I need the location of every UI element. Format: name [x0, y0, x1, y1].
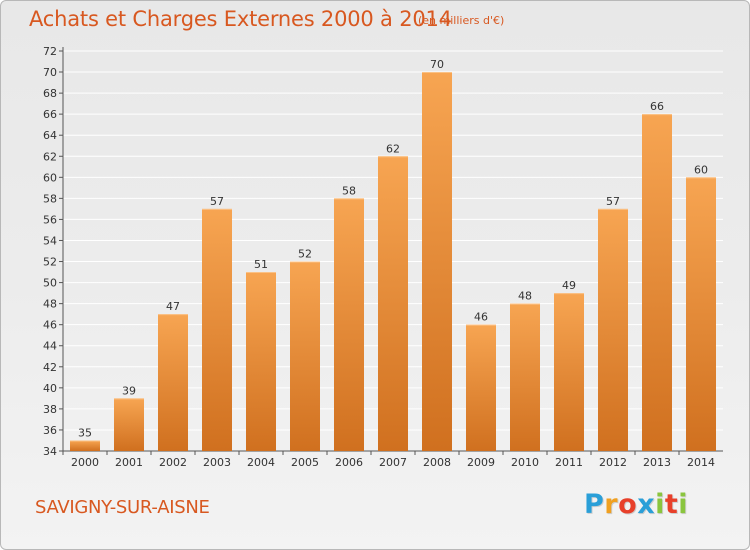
- bars: [70, 72, 716, 451]
- value-label: 39: [122, 384, 136, 397]
- commune-name: SAVIGNY-SUR-AISNE: [35, 497, 210, 518]
- x-tick-label: 2002: [159, 456, 187, 469]
- bar-2005: [290, 261, 320, 451]
- x-tick-labels: 2000 2001 2002 2003 2004 2005 2006 2007 2008 2009…: [71, 456, 715, 469]
- y-tick-label: 34: [43, 445, 57, 458]
- value-label: 70: [430, 58, 444, 71]
- x-tick-label: 2001: [115, 456, 143, 469]
- y-tick-label: 66: [43, 108, 57, 121]
- bar-2013: [642, 114, 672, 451]
- logo-letter: t: [664, 489, 679, 520]
- value-labels: 35 39 47 57 51 52 58 62 70 46 48 49 57 66 60: [78, 58, 708, 439]
- value-label: 47: [166, 300, 180, 313]
- y-tick-label: 58: [43, 192, 57, 205]
- y-tick-label: 70: [43, 66, 57, 79]
- y-tick-label: 68: [43, 87, 57, 100]
- value-label: 52: [298, 248, 312, 261]
- bar-2012: [598, 208, 628, 451]
- y-tick-label: 40: [43, 382, 57, 395]
- logo-letter: x: [637, 489, 656, 520]
- x-tick-label: 2006: [335, 456, 363, 469]
- y-tick-label: 50: [43, 277, 57, 290]
- value-label: 60: [694, 163, 708, 176]
- proxiti-logo: Proxiti: [584, 489, 688, 520]
- chart-title: Achats et Charges Externes 2000 à 2014: [29, 7, 452, 31]
- bar-2004: [246, 272, 276, 451]
- bar-2010: [510, 303, 540, 451]
- bar-2003: [202, 208, 232, 451]
- x-tick-label: 2012: [599, 456, 627, 469]
- value-label: 49: [562, 279, 576, 292]
- value-label: 66: [650, 100, 664, 113]
- y-tick-label: 48: [43, 298, 57, 311]
- logo-letter: o: [618, 489, 638, 520]
- value-label: 51: [254, 258, 268, 271]
- y-tick-label: 38: [43, 403, 57, 416]
- y-tick-label: 42: [43, 361, 57, 374]
- x-tick-label: 2000: [71, 456, 99, 469]
- value-label: 35: [78, 426, 92, 439]
- y-tick-label: 62: [43, 150, 57, 163]
- bar-2011: [554, 293, 584, 451]
- bar-2007: [378, 156, 408, 451]
- chart-unit-note: (en milliers d'€): [418, 14, 505, 27]
- x-tick-label: 2005: [291, 456, 319, 469]
- bar-2014: [686, 177, 716, 451]
- x-tick-label: 2007: [379, 456, 407, 469]
- y-tick-label: 36: [43, 424, 57, 437]
- y-tick-label: 52: [43, 256, 57, 269]
- y-tick-label: 64: [43, 129, 57, 142]
- y-tick-label: 54: [43, 234, 57, 247]
- logo-letter: i: [678, 489, 689, 520]
- value-label: 48: [518, 290, 532, 303]
- value-label: 57: [606, 195, 620, 208]
- logo-letter: i: [655, 489, 665, 520]
- bar-2006: [334, 198, 364, 451]
- logo-letter: r: [604, 489, 619, 520]
- value-label: 46: [474, 311, 488, 324]
- x-tick-label: 2009: [467, 456, 495, 469]
- logo-letter: P: [584, 489, 605, 520]
- y-tick-label: 60: [43, 171, 57, 184]
- x-tick-label: 2011: [555, 456, 583, 469]
- x-tick-label: 2014: [687, 456, 715, 469]
- y-tick-label: 56: [43, 213, 57, 226]
- y-tick-label: 72: [43, 45, 57, 58]
- bar-2002: [158, 314, 188, 451]
- value-label: 62: [386, 142, 400, 155]
- y-tick-label: 44: [43, 340, 57, 353]
- bar-2009: [466, 324, 496, 451]
- bar-2000: [70, 440, 100, 451]
- x-tick-label: 2008: [423, 456, 451, 469]
- x-tick-label: 2004: [247, 456, 275, 469]
- x-tick-label: 2003: [203, 456, 231, 469]
- x-tick-label: 2013: [643, 456, 671, 469]
- bar-2001: [114, 398, 144, 451]
- x-tick-label: 2010: [511, 456, 539, 469]
- y-tick-labels: 34 36 38 40 42 44 46 48 50 52 54 56 58 60 62 64 66 68 70 72: [43, 45, 57, 458]
- y-tick-label: 46: [43, 319, 57, 332]
- value-label: 57: [210, 195, 224, 208]
- bar-2008: [422, 72, 452, 451]
- value-label: 58: [342, 184, 356, 197]
